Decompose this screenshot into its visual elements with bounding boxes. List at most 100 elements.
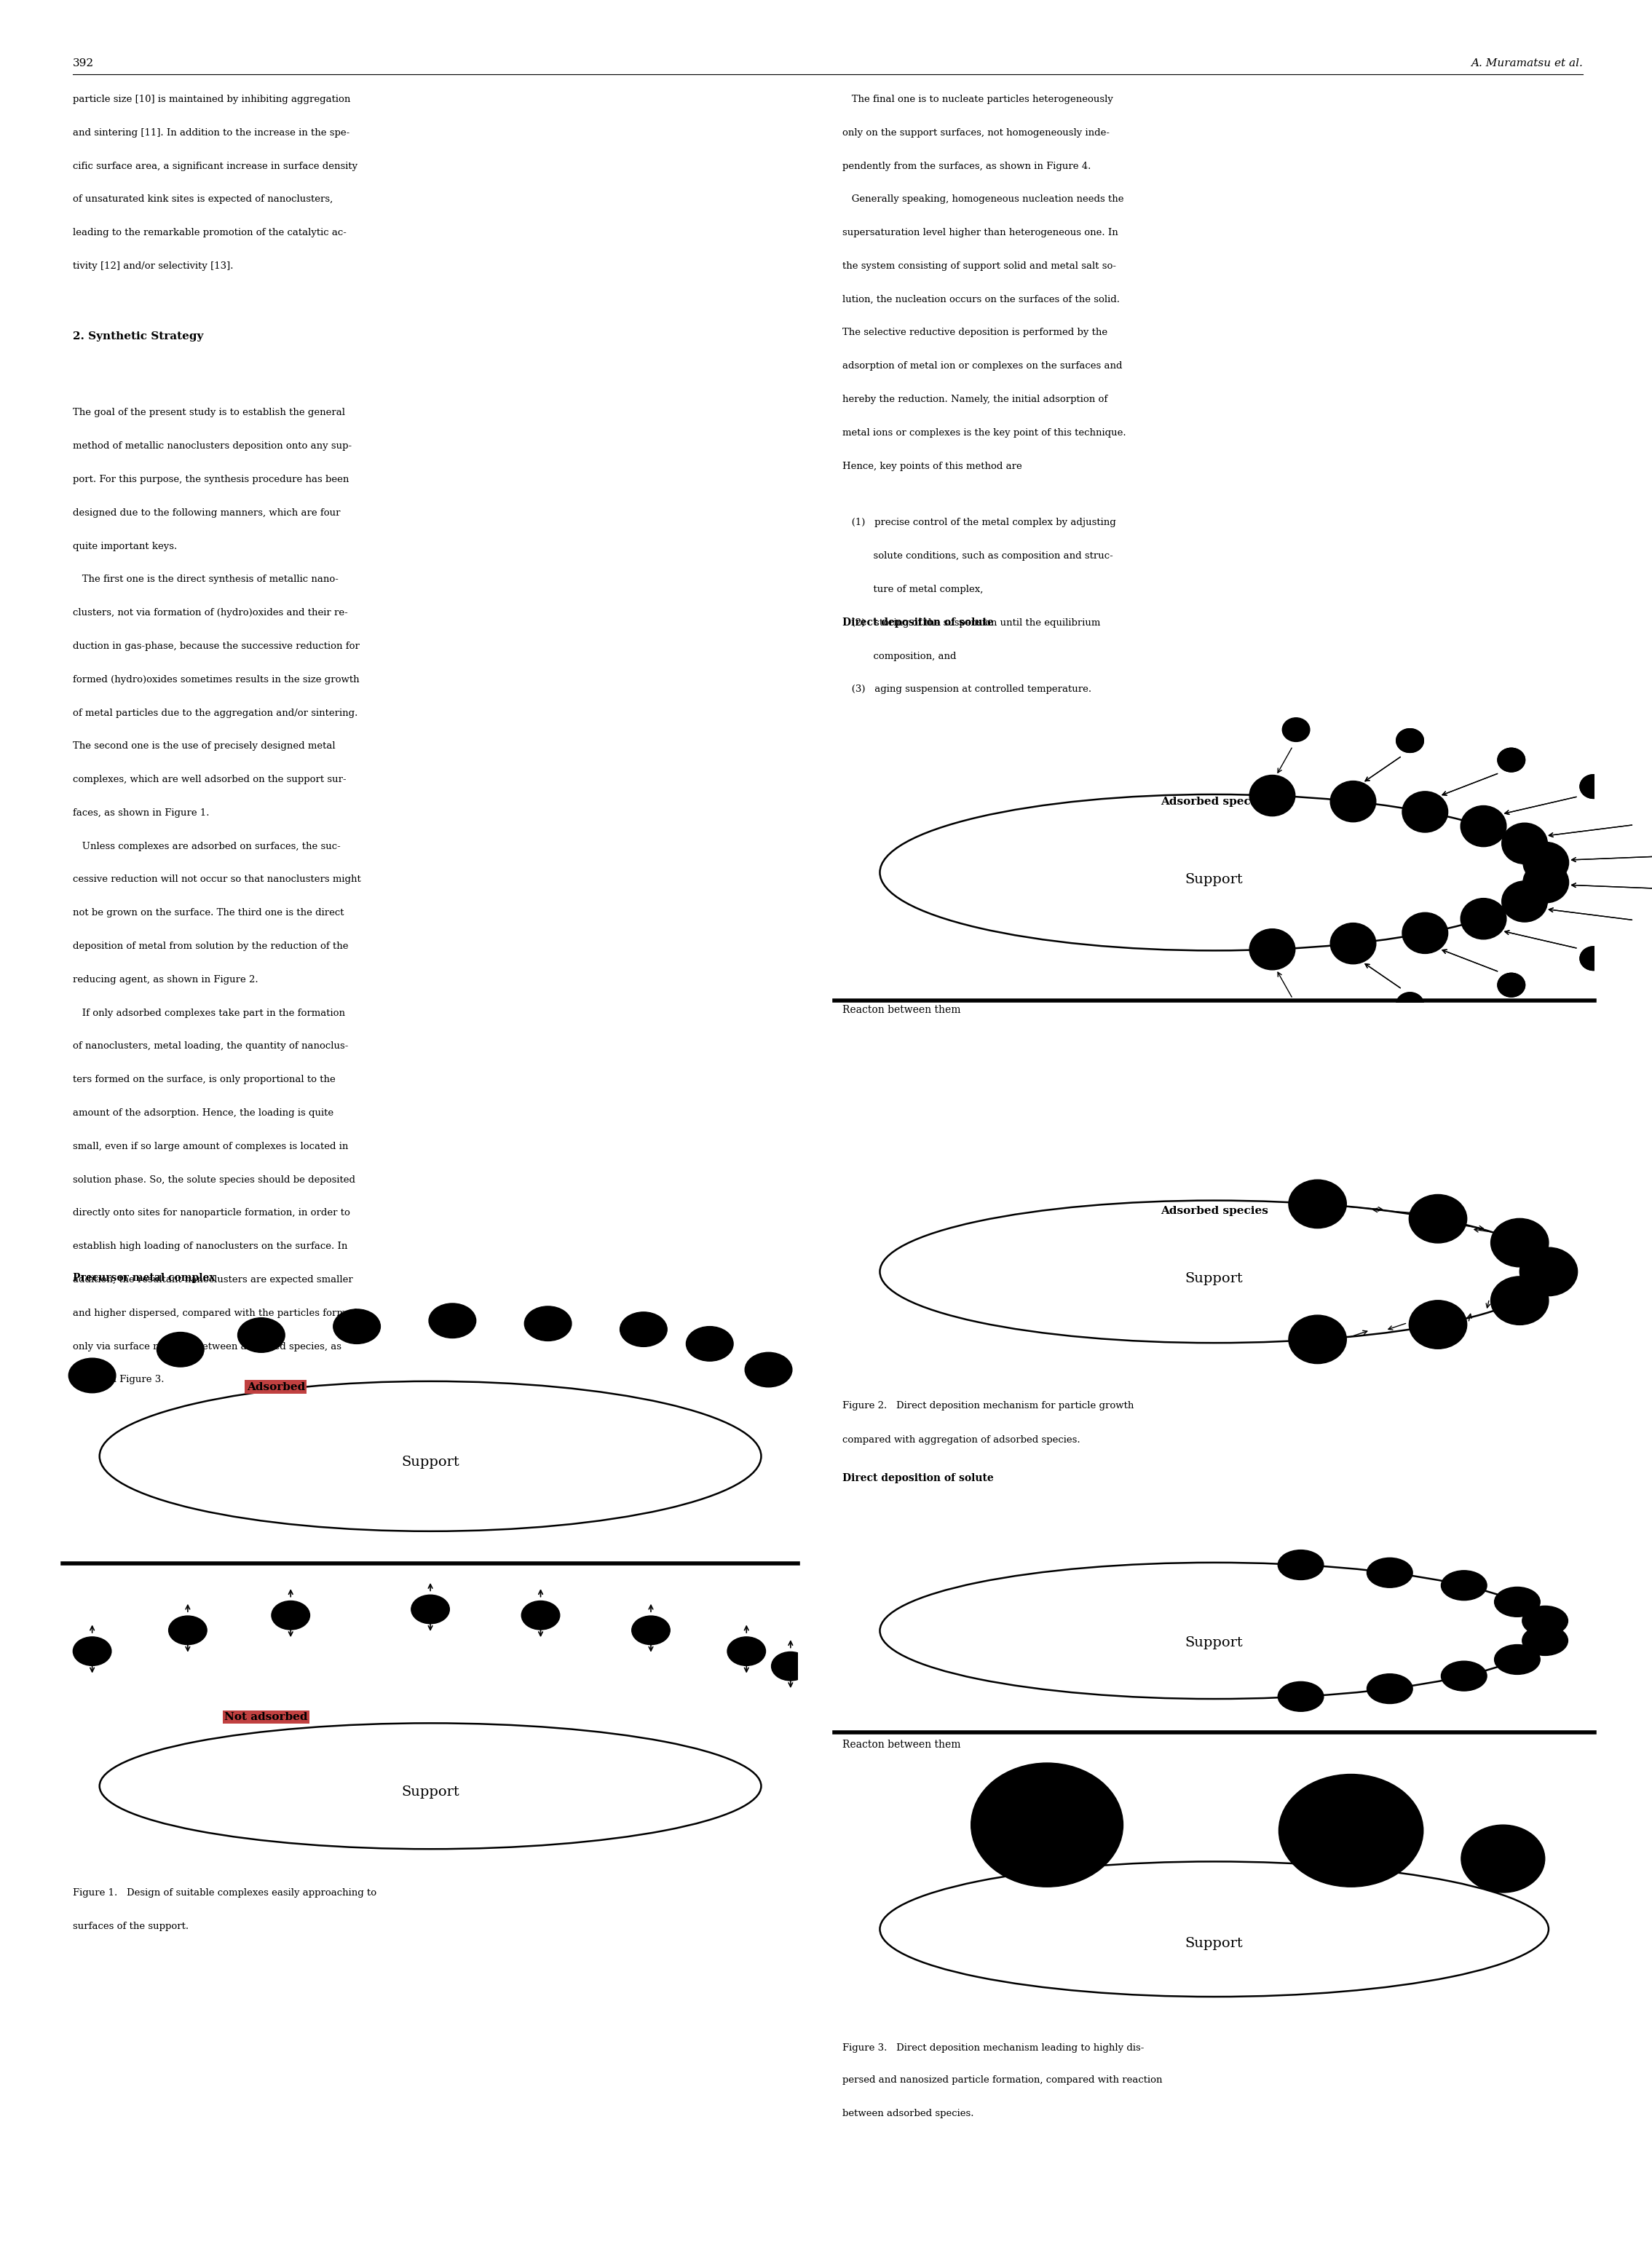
Ellipse shape bbox=[1521, 1627, 1568, 1656]
Text: The first one is the direct synthesis of metallic nano-: The first one is the direct synthesis of… bbox=[73, 575, 339, 584]
Ellipse shape bbox=[238, 1318, 284, 1352]
Ellipse shape bbox=[1579, 775, 1607, 798]
Text: Unless complexes are adsorbed on surfaces, the suc-: Unless complexes are adsorbed on surface… bbox=[73, 843, 340, 852]
Ellipse shape bbox=[1279, 1775, 1424, 1888]
Text: solute conditions, such as composition and struc-: solute conditions, such as composition a… bbox=[843, 552, 1113, 561]
Text: particle size [10] is maintained by inhibiting aggregation: particle size [10] is maintained by inhi… bbox=[73, 95, 350, 104]
Text: compared with aggregation of adsorbed species.: compared with aggregation of adsorbed sp… bbox=[843, 1435, 1080, 1444]
Text: quite important keys.: quite important keys. bbox=[73, 541, 177, 552]
Ellipse shape bbox=[169, 1615, 206, 1645]
Text: Support: Support bbox=[1184, 1273, 1244, 1286]
Ellipse shape bbox=[1330, 924, 1376, 964]
Text: of nanoclusters, metal loading, the quantity of nanoclus-: of nanoclusters, metal loading, the quan… bbox=[73, 1041, 349, 1052]
Text: Adsorbed species: Adsorbed species bbox=[1160, 1205, 1269, 1217]
Text: Generally speaking, homogeneous nucleation needs the: Generally speaking, homogeneous nucleati… bbox=[843, 194, 1123, 205]
Text: Adsorbed species: Adsorbed species bbox=[1160, 798, 1269, 807]
Ellipse shape bbox=[1396, 728, 1424, 753]
Text: shown in Figure 3.: shown in Figure 3. bbox=[73, 1374, 164, 1386]
Text: small, even if so large amount of complexes is located in: small, even if so large amount of comple… bbox=[73, 1142, 349, 1151]
Text: Hence, key points of this method are: Hence, key points of this method are bbox=[843, 462, 1023, 471]
Ellipse shape bbox=[1249, 928, 1295, 969]
Ellipse shape bbox=[1495, 1645, 1540, 1674]
Text: of metal particles due to the aggregation and/or sintering.: of metal particles due to the aggregatio… bbox=[73, 707, 357, 719]
Text: surfaces of the support.: surfaces of the support. bbox=[73, 1922, 188, 1931]
Text: Support: Support bbox=[401, 1455, 459, 1469]
Ellipse shape bbox=[1637, 915, 1652, 937]
Ellipse shape bbox=[1498, 973, 1525, 996]
Ellipse shape bbox=[1498, 973, 1525, 996]
Ellipse shape bbox=[1521, 1606, 1568, 1636]
Ellipse shape bbox=[522, 1602, 560, 1629]
Text: pendently from the surfaces, as shown in Figure 4.: pendently from the surfaces, as shown in… bbox=[843, 162, 1090, 171]
Text: ters formed on the surface, is only proportional to the: ters formed on the surface, is only prop… bbox=[73, 1075, 335, 1084]
Text: supersaturation level higher than heterogeneous one. In: supersaturation level higher than hetero… bbox=[843, 228, 1118, 237]
Text: Support: Support bbox=[401, 1787, 459, 1798]
Text: Support: Support bbox=[1184, 1636, 1244, 1649]
Ellipse shape bbox=[1498, 748, 1525, 773]
Text: faces, as shown in Figure 1.: faces, as shown in Figure 1. bbox=[73, 809, 210, 818]
Text: Not adsorbed: Not adsorbed bbox=[225, 1712, 307, 1721]
Text: hereby the reduction. Namely, the initial adsorption of: hereby the reduction. Namely, the initia… bbox=[843, 394, 1108, 403]
Text: and higher dispersed, compared with the particles formed: and higher dispersed, compared with the … bbox=[73, 1309, 357, 1318]
Ellipse shape bbox=[1495, 1586, 1540, 1618]
Text: Reacton between them: Reacton between them bbox=[843, 1005, 961, 1016]
Text: 392: 392 bbox=[73, 59, 94, 70]
Ellipse shape bbox=[1502, 881, 1548, 921]
Ellipse shape bbox=[1637, 807, 1652, 831]
Text: A. Muramatsu et al.: A. Muramatsu et al. bbox=[1470, 59, 1583, 70]
Ellipse shape bbox=[1279, 1681, 1323, 1712]
Ellipse shape bbox=[1403, 912, 1447, 953]
Text: Direct deposition of solute: Direct deposition of solute bbox=[843, 617, 995, 629]
Text: Figure 3.   Direct deposition mechanism leading to highly dis-: Figure 3. Direct deposition mechanism le… bbox=[843, 2043, 1145, 2052]
Ellipse shape bbox=[727, 1638, 765, 1665]
Ellipse shape bbox=[1498, 748, 1525, 773]
Text: The goal of the present study is to establish the general: The goal of the present study is to esta… bbox=[73, 408, 345, 417]
Text: If only adsorbed complexes take part in the formation: If only adsorbed complexes take part in … bbox=[73, 1009, 345, 1018]
Text: designed due to the following manners, which are four: designed due to the following manners, w… bbox=[73, 509, 340, 518]
Text: and sintering [11]. In addition to the increase in the spe-: and sintering [11]. In addition to the i… bbox=[73, 128, 350, 137]
Ellipse shape bbox=[1282, 1003, 1310, 1027]
Text: (3)   aging suspension at controlled temperature.: (3) aging suspension at controlled tempe… bbox=[843, 685, 1092, 694]
Text: deposition of metal from solution by the reduction of the: deposition of metal from solution by the… bbox=[73, 942, 349, 951]
Text: formed (hydro)oxides sometimes results in the size growth: formed (hydro)oxides sometimes results i… bbox=[73, 676, 358, 685]
Ellipse shape bbox=[1396, 994, 1424, 1016]
Text: Support: Support bbox=[1184, 874, 1244, 885]
Ellipse shape bbox=[411, 1595, 449, 1624]
Ellipse shape bbox=[1409, 1194, 1467, 1244]
Ellipse shape bbox=[69, 1359, 116, 1392]
Ellipse shape bbox=[1579, 775, 1607, 798]
Text: solution phase. So, the solute species should be deposited: solution phase. So, the solute species s… bbox=[73, 1176, 355, 1185]
Text: persed and nanosized particle formation, compared with reaction: persed and nanosized particle formation,… bbox=[843, 2075, 1163, 2084]
Text: Reacton between them: Reacton between them bbox=[843, 1739, 961, 1751]
Ellipse shape bbox=[1441, 1660, 1487, 1692]
Text: directly onto sites for nanoparticle formation, in order to: directly onto sites for nanoparticle for… bbox=[73, 1208, 350, 1219]
Ellipse shape bbox=[1460, 899, 1507, 940]
Ellipse shape bbox=[1523, 843, 1569, 883]
Text: 2. Synthetic Strategy: 2. Synthetic Strategy bbox=[73, 331, 203, 342]
Ellipse shape bbox=[686, 1327, 733, 1361]
Ellipse shape bbox=[1462, 1825, 1545, 1893]
Text: cessive reduction will not occur so that nanoclusters might: cessive reduction will not occur so that… bbox=[73, 874, 360, 885]
Text: (1)   precise control of the metal complex by adjusting: (1) precise control of the metal complex… bbox=[843, 518, 1117, 527]
Text: establish high loading of nanoclusters on the surface. In: establish high loading of nanoclusters o… bbox=[73, 1241, 347, 1250]
Text: metal ions or complexes is the key point of this technique.: metal ions or complexes is the key point… bbox=[843, 428, 1127, 437]
Ellipse shape bbox=[620, 1311, 667, 1347]
Ellipse shape bbox=[1366, 1674, 1412, 1703]
Text: complexes, which are well adsorbed on the support sur-: complexes, which are well adsorbed on th… bbox=[73, 775, 347, 784]
Text: Precursor metal complex: Precursor metal complex bbox=[73, 1273, 215, 1284]
Ellipse shape bbox=[1409, 1300, 1467, 1350]
Text: Figure 1.   Design of suitable complexes easily approaching to: Figure 1. Design of suitable complexes e… bbox=[73, 1888, 377, 1897]
Text: cific surface area, a significant increase in surface density: cific surface area, a significant increa… bbox=[73, 162, 357, 171]
Text: of unsaturated kink sites is expected of nanoclusters,: of unsaturated kink sites is expected of… bbox=[73, 194, 332, 205]
Text: between adsorbed species.: between adsorbed species. bbox=[843, 2109, 975, 2118]
Ellipse shape bbox=[631, 1615, 671, 1645]
Ellipse shape bbox=[971, 1762, 1123, 1888]
Ellipse shape bbox=[1523, 863, 1569, 903]
Text: composition, and: composition, and bbox=[843, 651, 957, 660]
Text: lution, the nucleation occurs on the surfaces of the solid.: lution, the nucleation occurs on the sur… bbox=[843, 295, 1120, 304]
Ellipse shape bbox=[1637, 807, 1652, 831]
Text: method of metallic nanoclusters deposition onto any sup-: method of metallic nanoclusters depositi… bbox=[73, 442, 352, 451]
Ellipse shape bbox=[1441, 1570, 1487, 1600]
Text: addition, the resultant nanoclusters are expected smaller: addition, the resultant nanoclusters are… bbox=[73, 1275, 354, 1284]
Ellipse shape bbox=[157, 1332, 203, 1368]
